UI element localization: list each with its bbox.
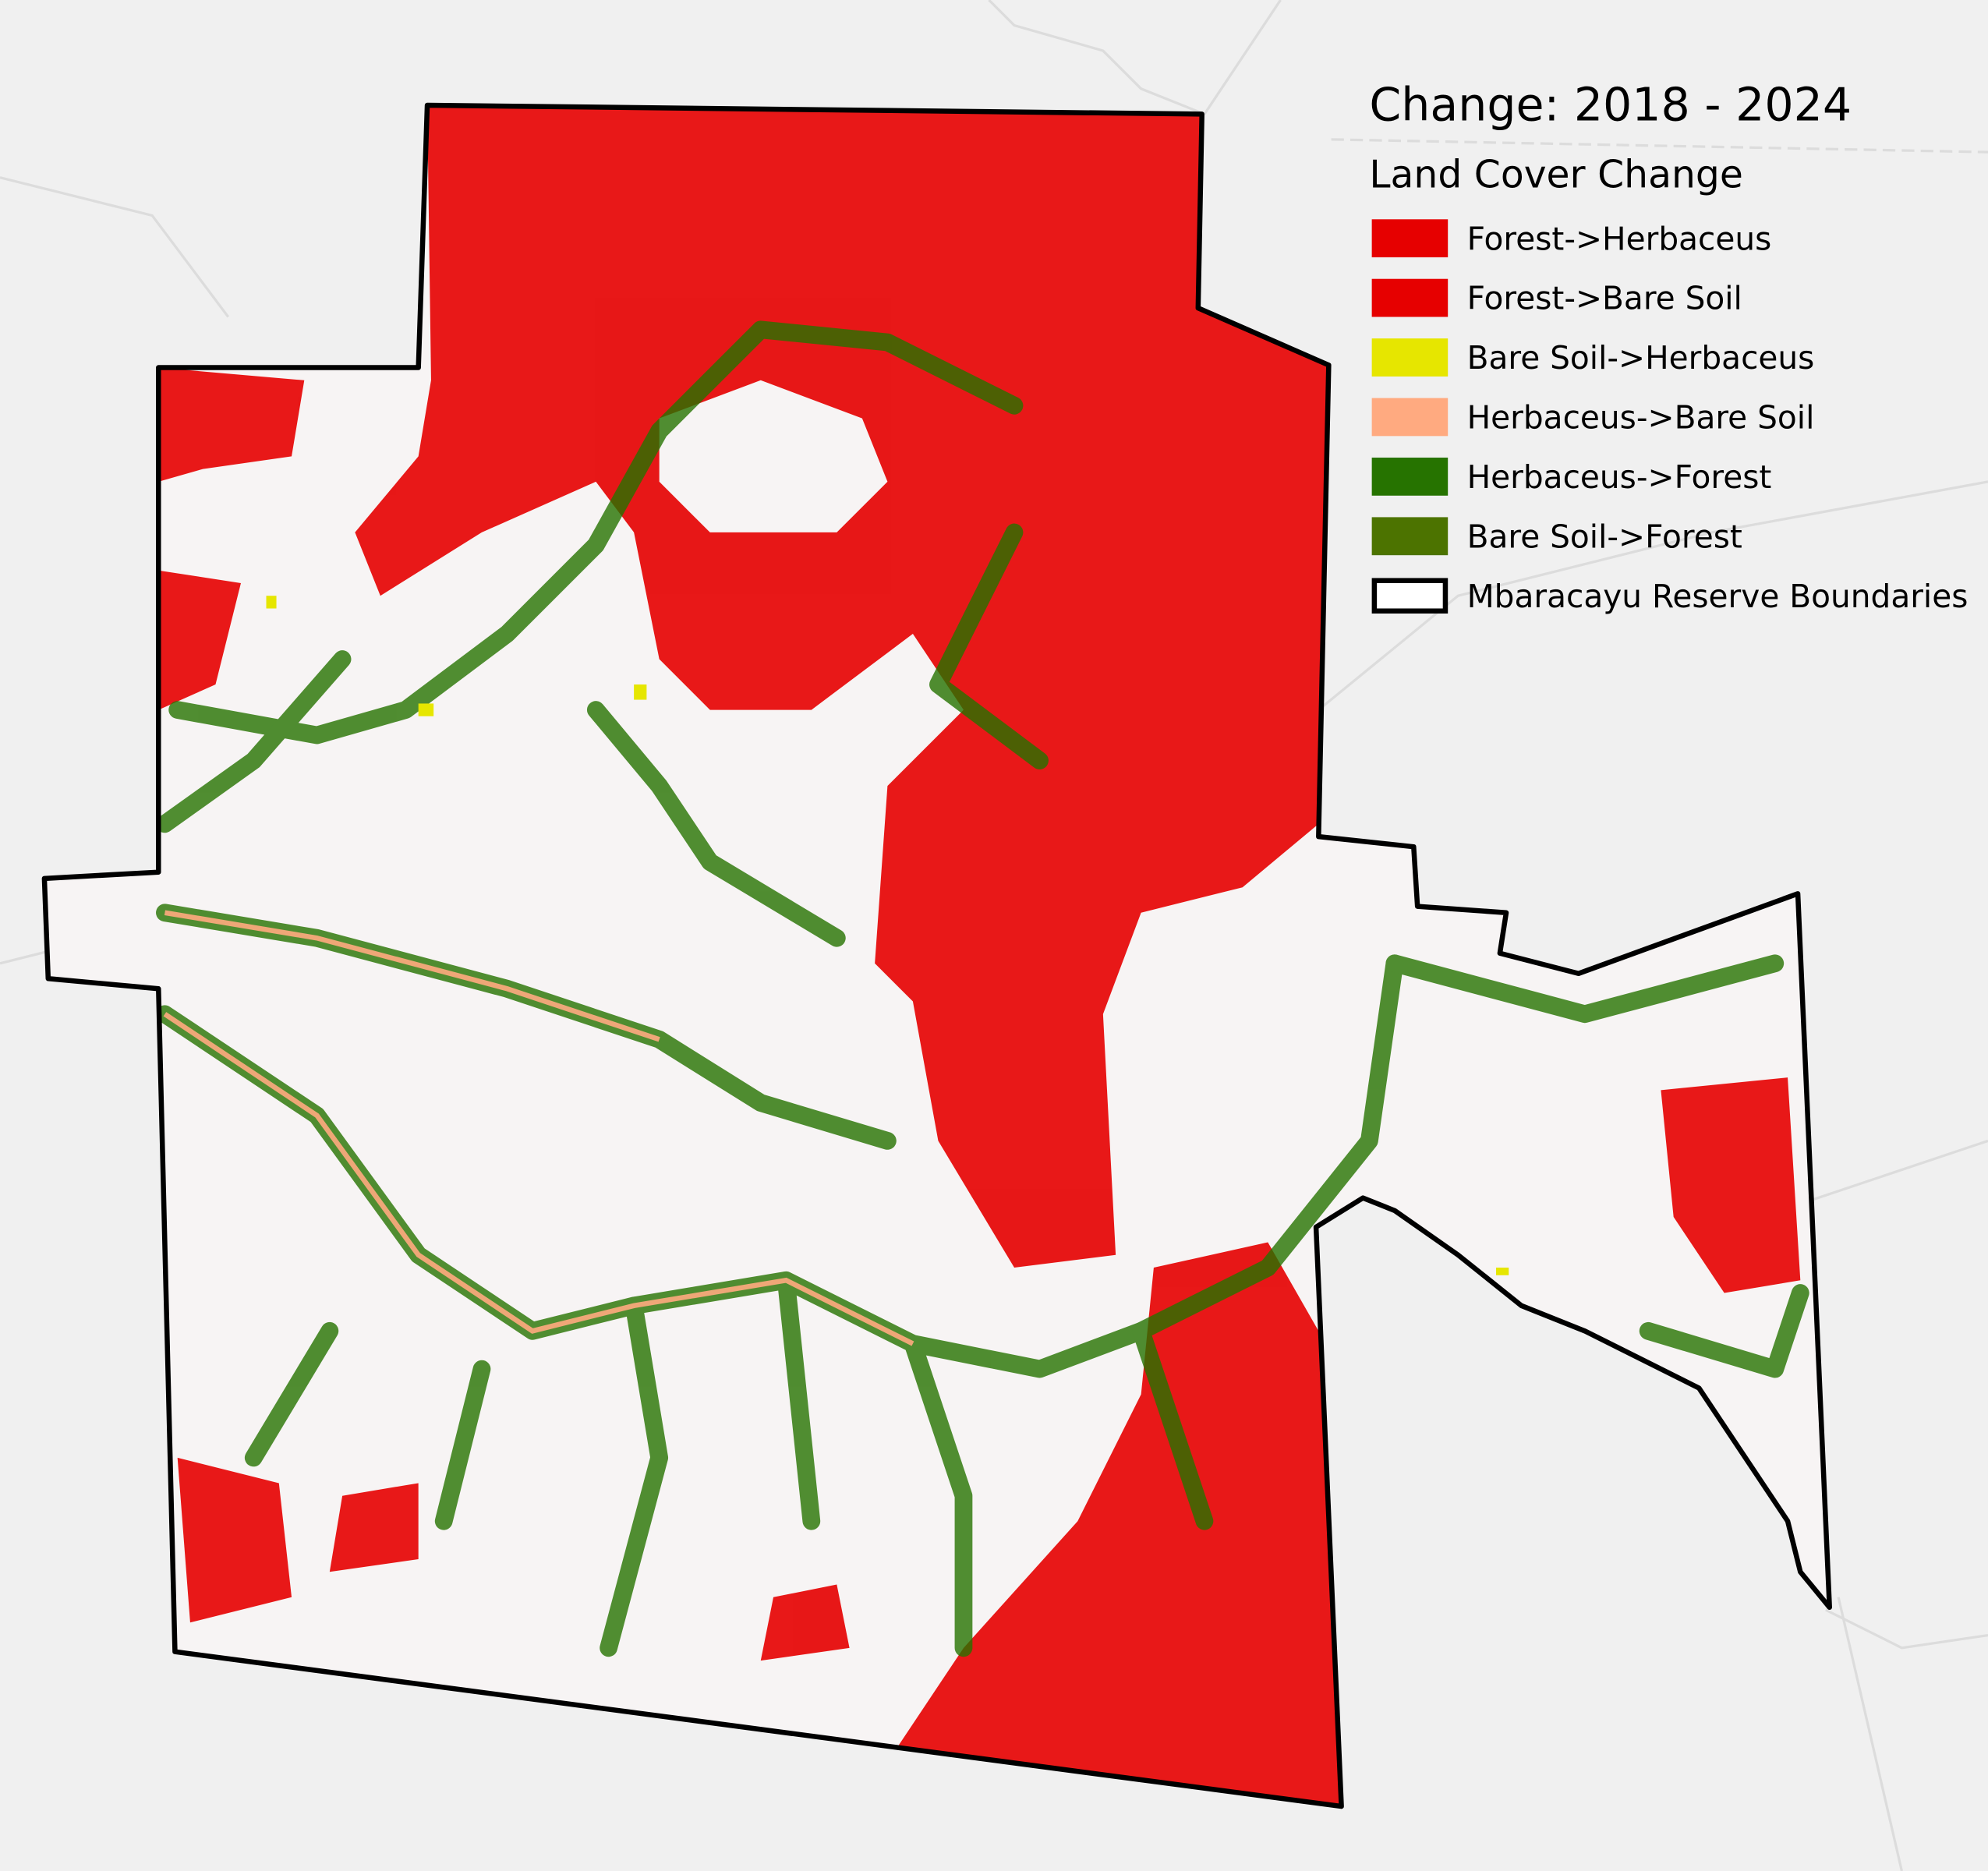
legend-swatch <box>1371 578 1449 614</box>
legend-label: Herbaceus->Bare Soil <box>1467 399 1815 437</box>
legend-label: Herbaceus->Forest <box>1467 458 1772 496</box>
legend-swatch <box>1371 457 1449 496</box>
map-title: Change: 2018 - 2024 <box>1369 78 1852 131</box>
legend-label: Mbaracayu Reserve Boundaries <box>1467 578 1969 615</box>
legend-swatch <box>1371 338 1449 377</box>
legend: Change: 2018 - 2024 Land Cover Change Fo… <box>1369 78 1968 614</box>
legend-title: Land Cover Change <box>1369 153 1742 197</box>
reserve-boundary <box>41 102 1832 1809</box>
legend-label: Forest->Bare Soil <box>1467 280 1742 317</box>
legend-swatch <box>1371 517 1449 556</box>
legend-label: Bare Soil->Herbaceus <box>1467 339 1815 377</box>
legend-swatch <box>1371 219 1449 258</box>
legend-label: Forest->Herbaceus <box>1467 220 1772 257</box>
legend-swatch <box>1371 278 1449 317</box>
legend-swatch <box>1371 398 1449 437</box>
legend-label: Bare Soil->Forest <box>1467 518 1742 555</box>
